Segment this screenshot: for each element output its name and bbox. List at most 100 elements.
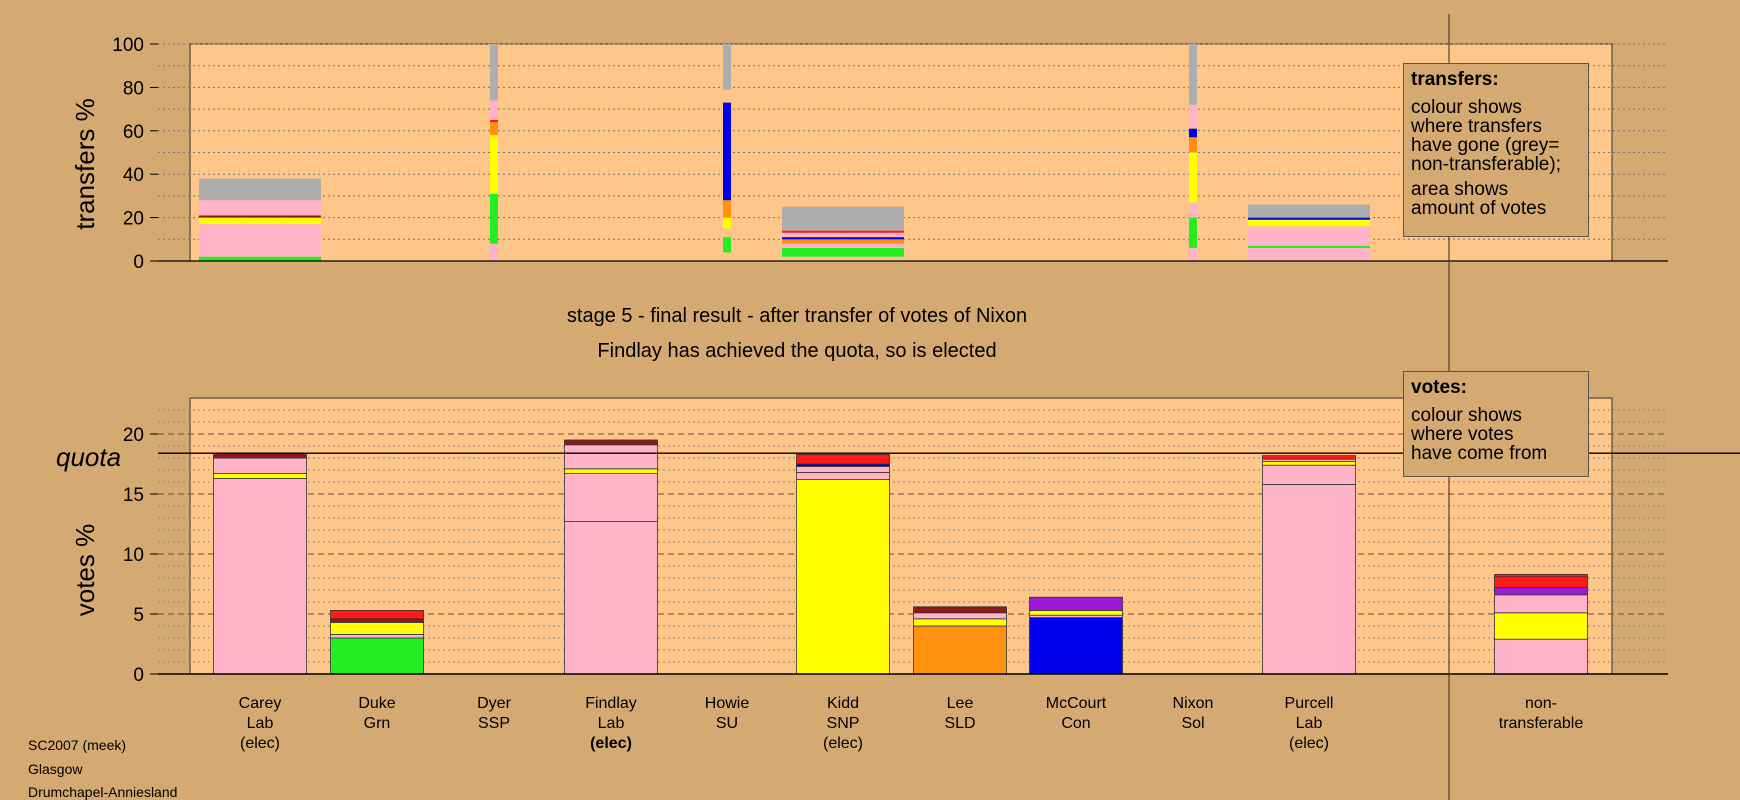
vote-segment bbox=[564, 444, 658, 470]
transfer-segment bbox=[723, 200, 731, 218]
vote-segment bbox=[796, 465, 890, 473]
transfer-segment bbox=[490, 122, 498, 136]
vote-segment bbox=[1494, 576, 1588, 588]
candidate-party: SLD bbox=[944, 715, 975, 732]
candidate-name: Lee bbox=[947, 695, 974, 712]
vote-segment bbox=[796, 471, 890, 480]
candidate-name: Howie bbox=[705, 695, 750, 712]
transfers-y-tick-label: 40 bbox=[123, 165, 144, 186]
transfers-y-tick-label: 20 bbox=[123, 209, 144, 230]
transfer-segment bbox=[490, 119, 498, 123]
transfer-segment bbox=[723, 217, 731, 229]
transfers-y-tick-label: 0 bbox=[133, 252, 144, 273]
footer-ward: Drumchapel-Anniesland bbox=[28, 784, 178, 800]
votes-y-tick-label: 0 bbox=[133, 665, 144, 686]
transfers-legend-line: non-transferable); bbox=[1411, 154, 1561, 175]
quota-label: quota bbox=[56, 442, 121, 472]
vote-segment bbox=[330, 618, 424, 623]
candidate-party: Grn bbox=[364, 715, 391, 732]
candidate-party: Sol bbox=[1181, 715, 1204, 732]
candidate-name: Findlay bbox=[585, 695, 637, 712]
candidate-name: Kidd bbox=[827, 695, 859, 712]
candidate-status: (elec) bbox=[240, 735, 280, 752]
transfer-segment bbox=[782, 230, 904, 233]
votes-y-tick-label: 15 bbox=[123, 485, 144, 506]
vote-segment bbox=[1029, 596, 1123, 611]
transfer-segment bbox=[490, 100, 498, 120]
candidate-name: Carey bbox=[239, 695, 282, 712]
transfers-legend-line: where transfers bbox=[1411, 116, 1542, 137]
votes-y-tick-label: 20 bbox=[123, 425, 144, 446]
vote-segment bbox=[213, 457, 307, 475]
transfer-segment bbox=[199, 215, 321, 218]
transfers-legend-line: amount of votes bbox=[1411, 198, 1547, 219]
transfer-segment bbox=[1189, 104, 1197, 129]
votes-legend-line: have come from bbox=[1411, 443, 1548, 464]
vote-segment bbox=[1494, 574, 1588, 578]
transfer-segment bbox=[199, 178, 321, 201]
stage-subtitle: Findlay has achieved the quota, so is el… bbox=[597, 340, 996, 362]
candidate-party: SU bbox=[716, 715, 738, 732]
vote-segment bbox=[564, 473, 658, 523]
transfer-segment bbox=[490, 135, 498, 194]
transfer-segment bbox=[490, 193, 498, 244]
vote-segment bbox=[1494, 594, 1588, 614]
footer-council: Glasgow bbox=[28, 761, 83, 777]
candidate-name: Purcell bbox=[1285, 695, 1334, 712]
transfer-segment bbox=[723, 102, 731, 201]
candidate-name: non- bbox=[1525, 695, 1557, 712]
transfers-legend-line: colour shows bbox=[1411, 97, 1522, 118]
transfers-legend-line: have gone (grey= bbox=[1411, 135, 1560, 156]
transfer-segment bbox=[782, 206, 904, 231]
vote-segment bbox=[213, 477, 307, 675]
transfers-y-tick-label: 100 bbox=[112, 35, 144, 56]
candidate-status: (elec) bbox=[823, 735, 863, 752]
candidate-name: Dyer bbox=[477, 695, 511, 712]
transfer-segment bbox=[1248, 219, 1370, 227]
transfer-segment bbox=[782, 247, 904, 257]
candidate-party: Lab bbox=[247, 715, 274, 732]
candidate-party: Con bbox=[1061, 715, 1090, 732]
votes-legend-title: votes: bbox=[1411, 377, 1467, 398]
transfer-segment bbox=[1189, 202, 1197, 218]
transfer-segment bbox=[1189, 247, 1197, 261]
transfer-segment bbox=[199, 217, 321, 225]
transfer-segment bbox=[1248, 226, 1370, 246]
transfer-segment bbox=[723, 237, 731, 253]
transfer-segment bbox=[490, 44, 498, 101]
transfer-segment bbox=[782, 232, 904, 238]
vote-segment bbox=[1494, 638, 1588, 675]
votes-legend-line: colour shows bbox=[1411, 405, 1522, 426]
vote-segment bbox=[330, 634, 424, 639]
transfer-segment bbox=[1248, 245, 1370, 248]
footer-election: SC2007 (meek) bbox=[28, 737, 127, 753]
vote-segment bbox=[213, 473, 307, 479]
candidate-party: Lab bbox=[1296, 715, 1323, 732]
transfer-segment bbox=[1248, 217, 1370, 220]
vote-segment bbox=[330, 610, 424, 620]
transfer-segment bbox=[1189, 217, 1197, 248]
vote-segment bbox=[913, 625, 1007, 675]
vote-segment bbox=[1494, 587, 1588, 596]
transfer-segment bbox=[1189, 44, 1197, 105]
vote-segment bbox=[1494, 612, 1588, 640]
candidate-status: (elec) bbox=[1289, 735, 1329, 752]
vote-segment bbox=[913, 618, 1007, 627]
transfers-legend: transfers: colour shows where transfers … bbox=[1403, 63, 1589, 237]
transfers-legend-line: area shows bbox=[1411, 179, 1509, 200]
transfer-segment bbox=[782, 239, 904, 244]
votes-y-tick-label: 5 bbox=[133, 605, 144, 626]
vote-segment bbox=[330, 637, 424, 675]
vote-segment bbox=[1029, 617, 1123, 675]
votes-y-tick-label: 10 bbox=[123, 545, 144, 566]
vote-segment bbox=[913, 606, 1007, 614]
transfer-segment bbox=[1189, 128, 1197, 138]
transfer-segment bbox=[1248, 204, 1370, 218]
candidate-status: (elec) bbox=[590, 735, 632, 752]
transfers-y-tick-label: 80 bbox=[123, 78, 144, 99]
vote-segment bbox=[913, 612, 1007, 620]
stage-title: stage 5 - final result - after transfer … bbox=[567, 305, 1027, 327]
transfer-segment bbox=[199, 256, 321, 261]
votes-panel bbox=[189, 397, 1613, 675]
transfer-segment bbox=[723, 44, 731, 90]
